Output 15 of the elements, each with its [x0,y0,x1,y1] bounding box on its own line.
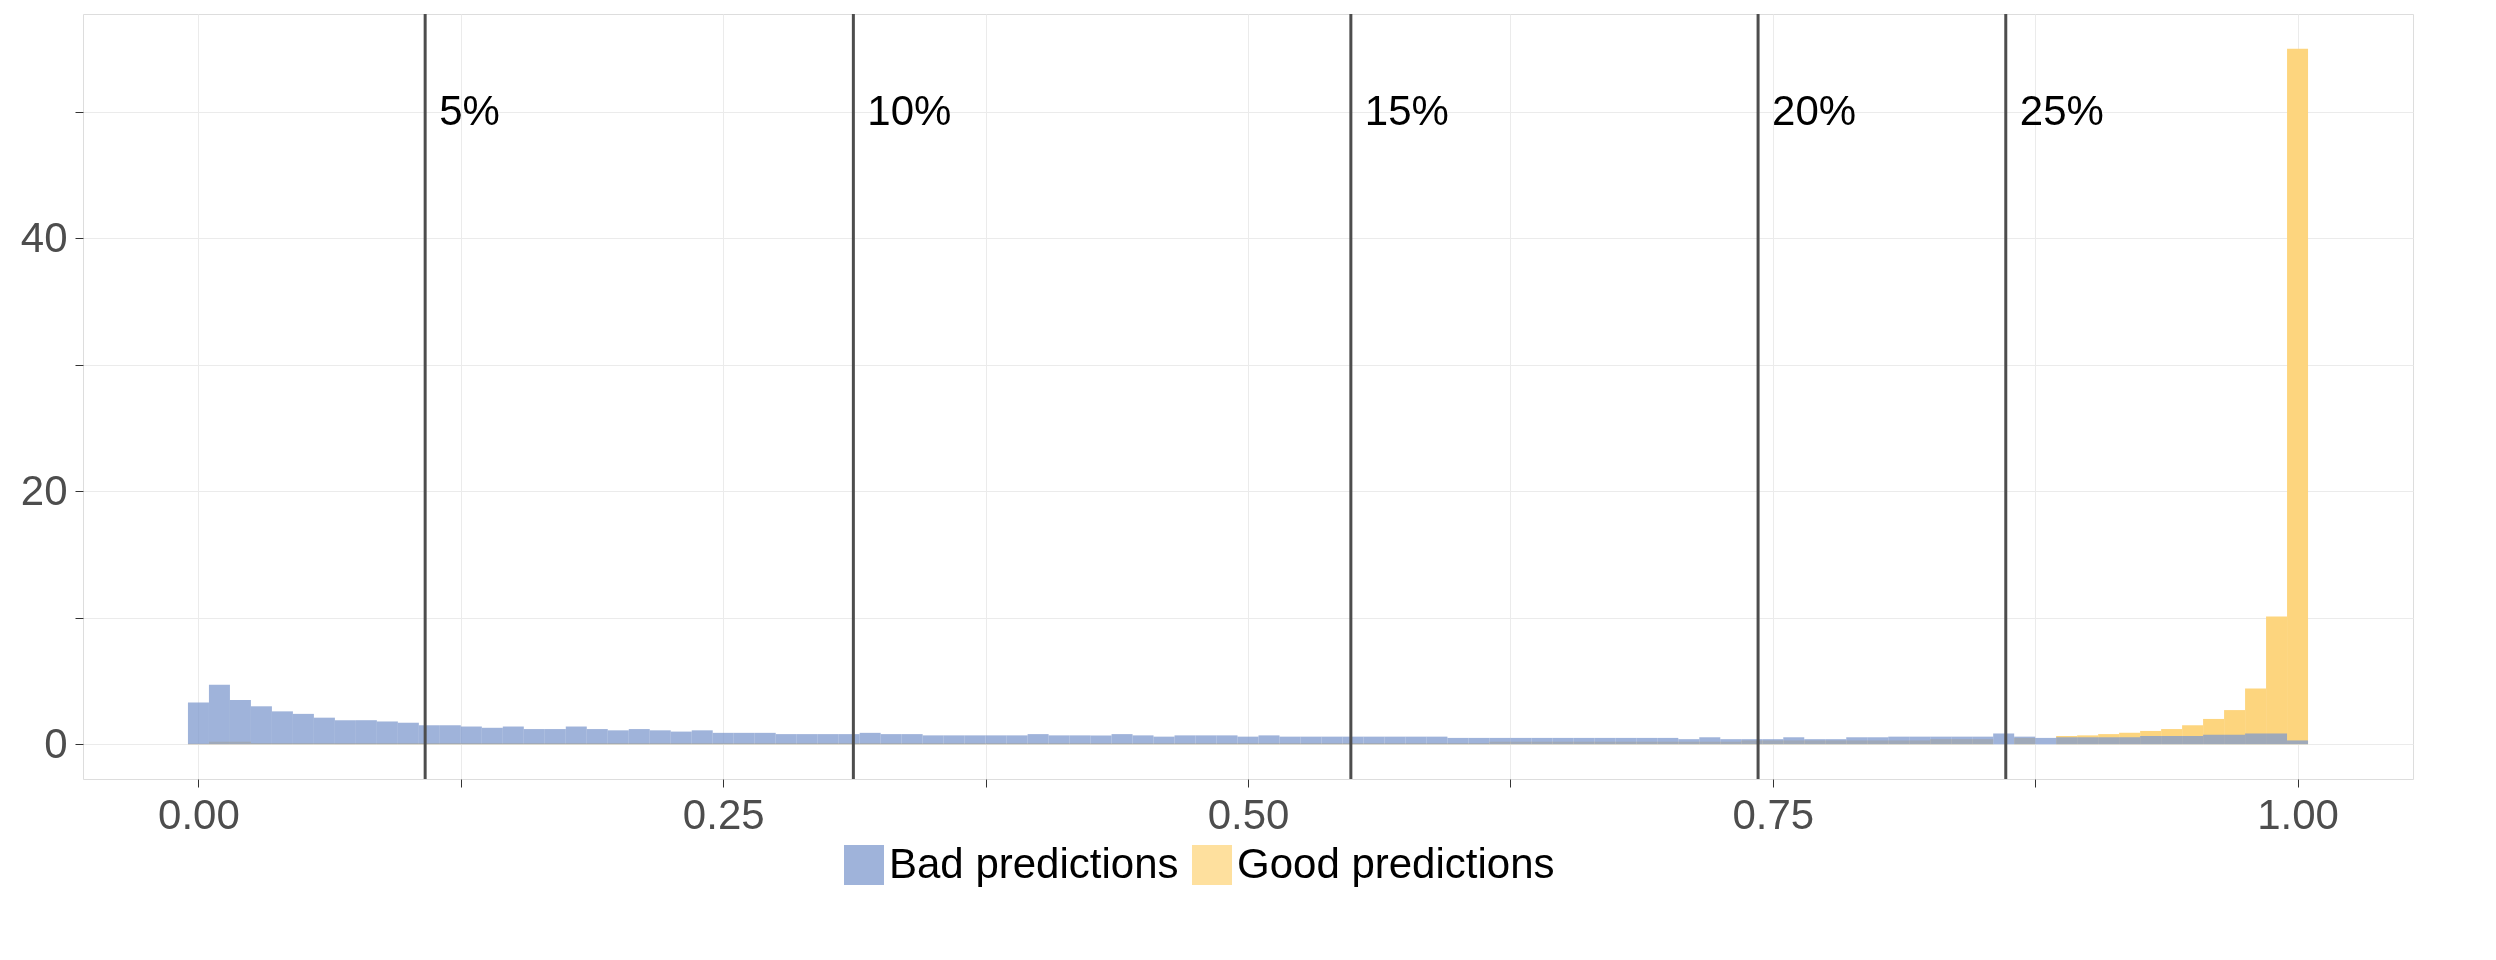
legend-label: Bad predictions [889,840,1179,887]
x-tick-label: 1.00 [2257,790,2339,838]
x-tick-label: 0.50 [1207,790,1290,838]
annotation: 10% [867,87,952,134]
x-tick-label: 0.25 [682,790,765,838]
x-tick-label: 0.75 [1732,790,1815,838]
annotation: 20% [1772,87,1857,134]
annotation: 25% [2019,87,2104,134]
y-tick-label: 20 [20,466,68,514]
annotation: 15% [1364,87,1449,134]
annotation: 5% [439,87,500,134]
y-tick-label: 40 [20,213,68,261]
y-tick-label: 0 [44,719,68,767]
legend-label: Good predictions [1237,840,1555,887]
x-tick-label: 0.00 [158,790,240,838]
